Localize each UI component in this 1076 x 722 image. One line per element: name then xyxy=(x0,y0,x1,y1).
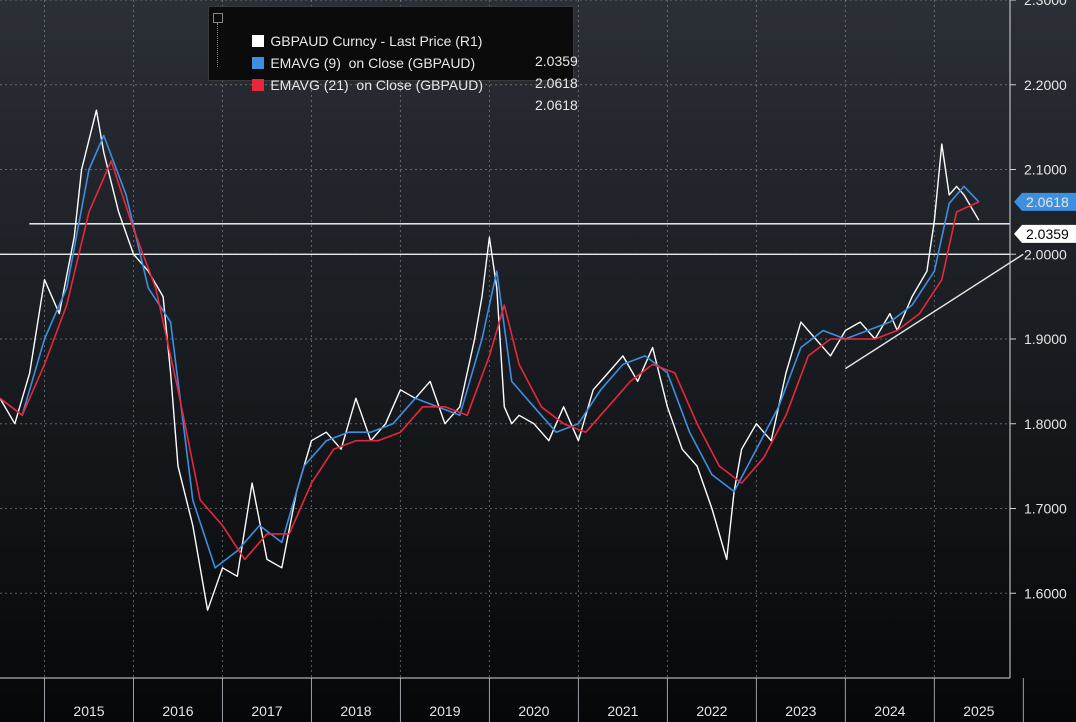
y-tick-label: 1.7000 xyxy=(1024,501,1067,517)
series-line-0 xyxy=(0,109,980,611)
legend-item-ema9: EMAVG (9) on Close (GBPAUD) 2.0618 xyxy=(229,33,578,91)
y-tick-label: 2.3000 xyxy=(1024,0,1067,8)
x-tick-label: 2025 xyxy=(963,703,994,719)
trendline xyxy=(844,253,1024,370)
legend-label: EMAVG (9) on Close (GBPAUD) xyxy=(270,55,476,71)
y-tick-label: 2.0000 xyxy=(1024,246,1067,262)
legend-item-last-price: GBPAUD Curncy - Last Price (R1) 2.0359 xyxy=(229,11,578,69)
legend-value: 2.0618 xyxy=(535,75,578,91)
legend-label: GBPAUD Curncy - Last Price (R1) xyxy=(270,33,483,49)
legend-swatch-red xyxy=(252,79,265,91)
x-tick-label: 2023 xyxy=(785,703,816,719)
last-price-label: 2.0359 xyxy=(1026,226,1069,242)
x-tick-label: 2024 xyxy=(874,703,905,719)
x-tick-label: 2015 xyxy=(73,703,104,719)
legend-label: EMAVG (21) on Close (GBPAUD) xyxy=(270,77,483,93)
value-labels: 2.0618 2.0359 xyxy=(1014,192,1076,243)
x-tick-label: 2019 xyxy=(429,703,460,719)
x-tick-label: 2017 xyxy=(251,703,282,719)
x-tick-label: 2022 xyxy=(696,703,727,719)
y-tick-label: 2.1000 xyxy=(1024,162,1067,178)
series-line-2 xyxy=(0,160,980,561)
ema-value-label: 2.0618 xyxy=(1026,194,1069,210)
y-tick-label: 1.9000 xyxy=(1024,331,1067,347)
legend-swatch-white xyxy=(252,35,265,47)
legend-item-ema21: EMAVG (21) on Close (GBPAUD) 2.0618 xyxy=(229,55,578,113)
legend-value: 2.0618 xyxy=(535,97,578,113)
series-line-1 xyxy=(0,134,980,569)
legend-swatch-blue xyxy=(252,57,265,69)
legend-value: 2.0359 xyxy=(535,53,578,69)
ema-value-tag xyxy=(1014,192,1076,211)
y-tick-label: 1.8000 xyxy=(1024,416,1067,432)
last-price-tag xyxy=(1014,224,1076,243)
reference-lines xyxy=(0,223,1024,370)
legend-tree-line xyxy=(217,23,219,67)
series-lines xyxy=(0,109,980,611)
legend: GBPAUD Curncy - Last Price (R1) 2.0359 E… xyxy=(208,6,578,113)
x-tick-label: 2021 xyxy=(607,703,638,719)
x-tick-label: 2018 xyxy=(340,703,371,719)
y-tick-label: 2.2000 xyxy=(1024,77,1067,93)
x-tick-label: 2020 xyxy=(518,703,549,719)
legend-collapse-icon[interactable] xyxy=(213,13,223,23)
y-tick-label: 1.6000 xyxy=(1024,585,1067,601)
x-tick-label: 2016 xyxy=(162,703,193,719)
